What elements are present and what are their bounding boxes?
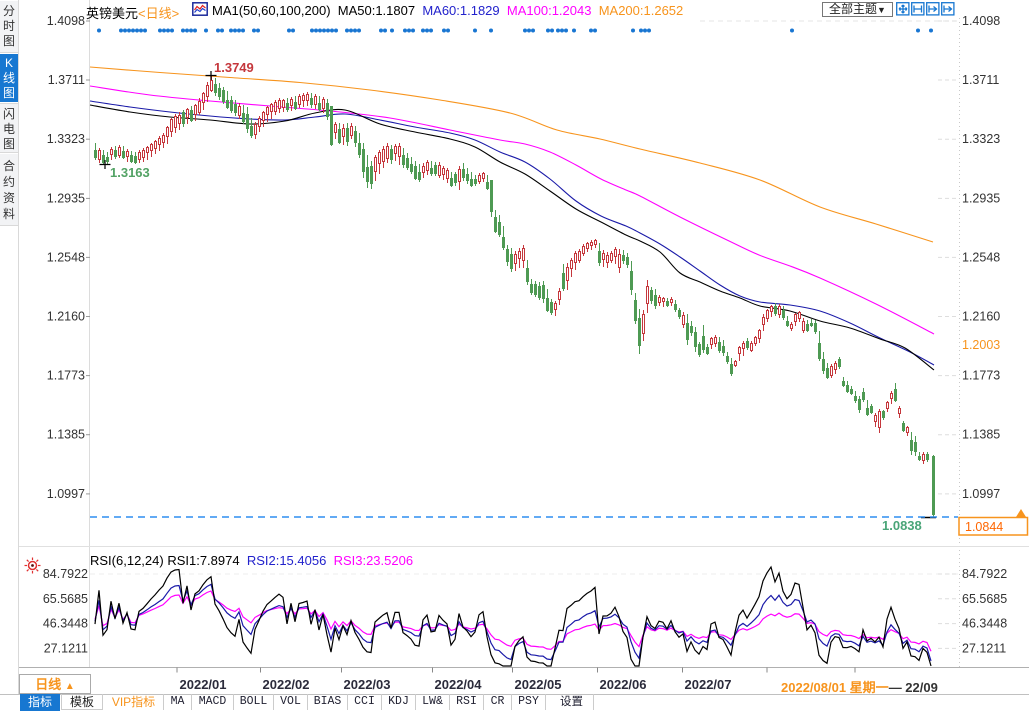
svg-text:65.5685: 65.5685 xyxy=(962,592,1007,606)
svg-text:46.3448: 46.3448 xyxy=(962,617,1007,631)
svg-text:1.0997: 1.0997 xyxy=(962,487,1000,501)
svg-text:46.3448: 46.3448 xyxy=(43,617,88,631)
svg-text:1.4098: 1.4098 xyxy=(47,14,85,28)
svg-text:1.2935: 1.2935 xyxy=(47,191,85,205)
svg-text:1.2160: 1.2160 xyxy=(47,310,85,324)
svg-text:1.0997: 1.0997 xyxy=(47,487,85,501)
svg-text:84.7922: 84.7922 xyxy=(962,567,1007,581)
svg-text:1.3711: 1.3711 xyxy=(48,73,85,87)
svg-text:27.1211: 27.1211 xyxy=(962,641,1006,655)
svg-text:1.2548: 1.2548 xyxy=(47,250,85,264)
svg-text:1.1385: 1.1385 xyxy=(962,428,1000,442)
svg-text:1.1773: 1.1773 xyxy=(962,369,1000,383)
svg-text:1.1773: 1.1773 xyxy=(47,369,85,383)
svg-text:1.3749: 1.3749 xyxy=(214,60,254,75)
svg-text:1.3323: 1.3323 xyxy=(962,132,1000,146)
svg-text:1.0838: 1.0838 xyxy=(882,518,922,533)
svg-text:1.3711: 1.3711 xyxy=(962,73,999,87)
svg-text:1.2003: 1.2003 xyxy=(962,338,1000,352)
svg-text:65.5685: 65.5685 xyxy=(43,592,88,606)
svg-text:1.4098: 1.4098 xyxy=(962,14,1000,28)
svg-text:1.3163: 1.3163 xyxy=(110,165,150,180)
svg-text:1.2160: 1.2160 xyxy=(962,310,1000,324)
svg-text:1.3323: 1.3323 xyxy=(47,132,85,146)
svg-text:1.2935: 1.2935 xyxy=(962,191,1000,205)
svg-text:1.2548: 1.2548 xyxy=(962,250,1000,264)
svg-text:84.7922: 84.7922 xyxy=(43,567,88,581)
svg-text:1.1385: 1.1385 xyxy=(47,428,85,442)
svg-text:27.1211: 27.1211 xyxy=(44,641,88,655)
svg-text:1.0844: 1.0844 xyxy=(965,520,1003,534)
